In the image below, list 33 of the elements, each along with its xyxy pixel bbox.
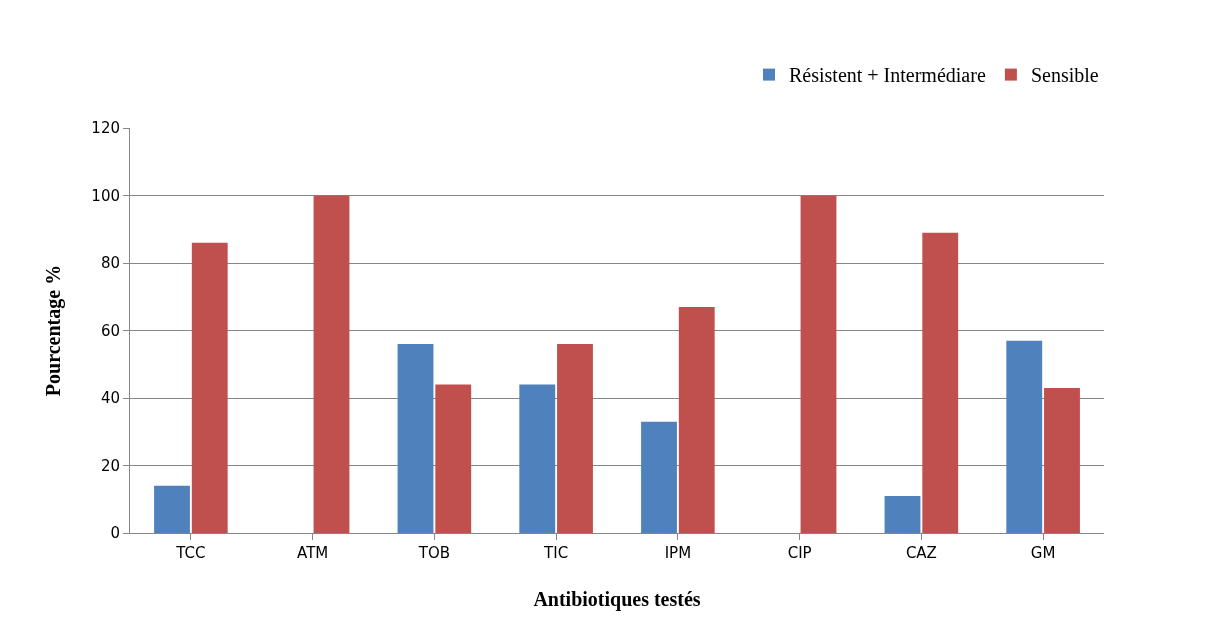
- y-tick-label: 120: [91, 119, 120, 138]
- x-tick-label: GM: [1030, 544, 1056, 562]
- bar: [154, 485, 190, 533]
- bar: [1006, 340, 1043, 533]
- x-tick-label: ATM: [297, 544, 329, 562]
- y-tick-label: 60: [100, 321, 120, 340]
- x-tick-label: CAZ: [905, 544, 937, 562]
- bar: [800, 195, 837, 533]
- x-tick-label: CIP: [787, 544, 812, 562]
- y-tick-label: 20: [100, 456, 120, 475]
- legend-label: Résistent + Intermédiare: [789, 64, 986, 87]
- bar: [435, 384, 472, 533]
- x-tick-label: TCC: [175, 544, 206, 562]
- bar: [641, 421, 677, 533]
- bar: [191, 242, 228, 533]
- x-tick-label: IPM: [664, 544, 692, 562]
- y-tick-label: 0: [110, 524, 120, 543]
- x-axis-title: Antibiotiques testés: [533, 587, 701, 611]
- bar: [922, 232, 959, 533]
- bar: [678, 306, 715, 533]
- y-tick-label: 80: [100, 254, 120, 273]
- y-tick-label: 40: [100, 389, 120, 408]
- x-tick-label: TIC: [543, 544, 569, 562]
- bar: [557, 344, 593, 533]
- bar: [397, 344, 434, 533]
- x-tick-label: TOB: [417, 544, 451, 562]
- bar: [519, 384, 556, 533]
- y-axis-title: Pourcentage %: [41, 264, 65, 397]
- legend-label: Sensible: [1030, 64, 1099, 87]
- bar: [884, 495, 921, 533]
- y-tick-label: 100: [91, 186, 120, 205]
- bar: [313, 195, 350, 533]
- bar: [1044, 387, 1080, 533]
